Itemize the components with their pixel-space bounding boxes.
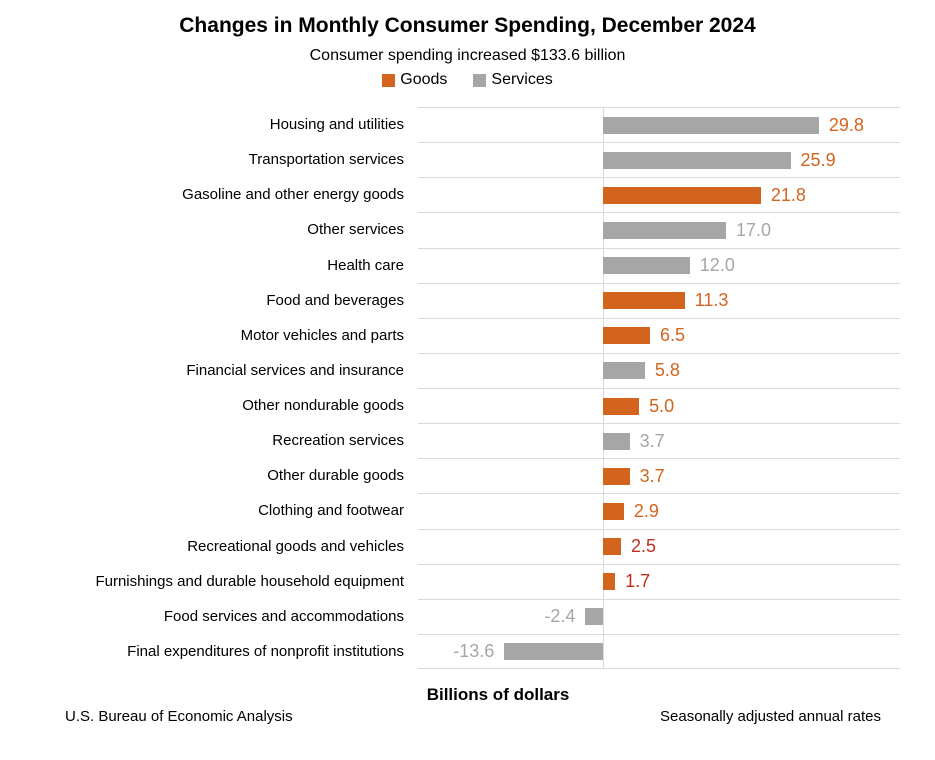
value-label: 21.8 (770, 184, 806, 205)
legend-item-services: Services (473, 71, 553, 89)
category-label: Transportation services (248, 151, 404, 169)
category-label: Other durable goods (267, 467, 404, 485)
value-label: -13.6 (453, 640, 495, 661)
bar (602, 538, 621, 555)
chart-row: 1.7 (418, 563, 900, 599)
goods-swatch-icon (382, 73, 396, 87)
chart-row: 3.7 (418, 423, 900, 458)
category-label: Health care (327, 256, 404, 274)
category-label: Final expenditures of nonprofit institut… (127, 642, 404, 660)
value-label: -2.4 (544, 606, 576, 627)
chart-subtitle: Consumer spending increased $133.6 billi… (309, 47, 626, 64)
chart-row: 6.5 (418, 317, 900, 353)
category-label: Financial services and insurance (186, 361, 404, 379)
bar (602, 397, 640, 415)
chart-row: 2.9 (418, 493, 900, 528)
value-label: 2.5 (630, 536, 656, 557)
value-label: 17.0 (736, 219, 772, 240)
bar (602, 573, 616, 591)
value-label: 29.8 (828, 114, 864, 135)
bar (602, 257, 690, 274)
category-labels: Housing and utilities Transportation serv… (0, 107, 404, 669)
category-label: Other services (307, 221, 404, 239)
bar (602, 292, 685, 310)
legend: Goods Services (0, 71, 935, 89)
category-label: Other nondurable goods (242, 397, 404, 415)
chart-row: 3.7 (418, 458, 900, 493)
chart-row: 29.8 (418, 107, 900, 142)
bar (602, 221, 727, 239)
chart-row: 12.0 (418, 247, 900, 283)
category-label: Gasoline and other energy goods (182, 186, 404, 204)
chart-title: Changes in Monthly Consumer Spending, De… (179, 14, 756, 37)
chart-row: 21.8 (418, 177, 900, 212)
bar (602, 362, 645, 380)
chart-row: 2.5 (418, 528, 900, 564)
chart-row: -2.4 (418, 598, 900, 634)
bar (602, 327, 650, 345)
value-label: 3.7 (639, 430, 665, 451)
chart-row: 11.3 (418, 282, 900, 318)
value-label: 5.0 (649, 395, 675, 416)
x-axis-title: Billions of dollars (426, 685, 570, 704)
bar (585, 608, 603, 626)
chart-row: 25.9 (418, 142, 900, 177)
value-label: 1.7 (625, 571, 651, 592)
adjustment-note: Seasonally adjusted annual rates (660, 708, 881, 725)
bar (602, 116, 819, 134)
value-label: 12.0 (699, 255, 735, 276)
value-label: 3.7 (639, 465, 665, 486)
bar (602, 502, 624, 520)
bar (602, 432, 630, 450)
category-label: Clothing and footwear (258, 502, 404, 520)
bar (602, 467, 630, 485)
chart-row: 5.8 (418, 352, 900, 388)
legend-item-goods: Goods (382, 71, 447, 89)
bar (504, 643, 603, 661)
services-swatch-icon (473, 73, 487, 87)
category-label: Food services and accommodations (163, 607, 404, 625)
value-label: 5.8 (654, 360, 680, 381)
chart-row: -13.6 (418, 633, 900, 669)
bar (602, 151, 791, 169)
source-attribution: U.S. Bureau of Economic Analysis (65, 708, 293, 725)
bar (602, 186, 761, 204)
category-label: Recreation services (272, 432, 404, 450)
value-label: 6.5 (659, 325, 685, 346)
value-label: 11.3 (694, 290, 729, 311)
category-label: Motor vehicles and parts (240, 326, 404, 344)
value-label: 2.9 (633, 500, 659, 521)
chart-row: 5.0 (418, 388, 900, 423)
category-label: Housing and utilities (269, 116, 404, 134)
category-label: Furnishings and durable household equipm… (95, 572, 404, 590)
legend-label-services: Services (491, 71, 553, 88)
legend-label-goods: Goods (400, 71, 448, 88)
category-label: Recreational goods and vehicles (187, 537, 404, 555)
value-label: 25.9 (800, 149, 836, 170)
plot-area: 29.8 25.9 21.8 17.0 12.0 11.3 6.5 5.8 5.… (418, 107, 900, 669)
category-label: Food and beverages (266, 291, 404, 309)
chart-row: 17.0 (418, 212, 900, 247)
